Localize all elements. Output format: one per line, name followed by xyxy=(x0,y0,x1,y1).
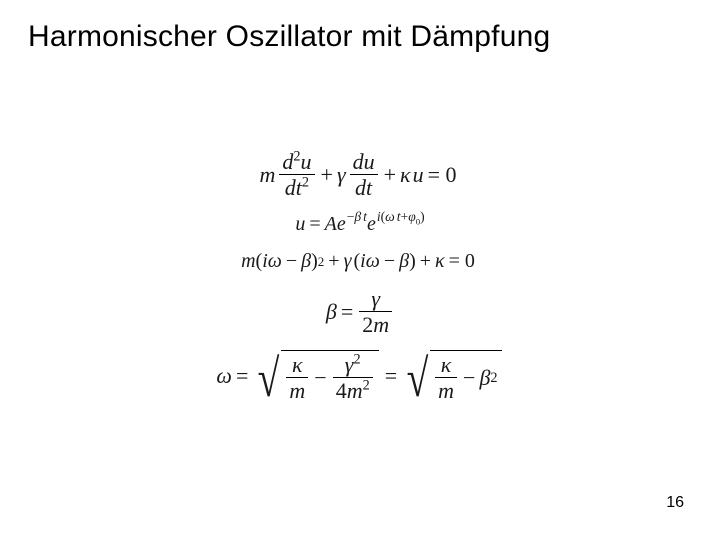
var-m: m xyxy=(435,379,457,402)
slide-title: Harmonischer Oszillator mit Dämpfung xyxy=(28,20,550,54)
exp-2: 2 xyxy=(302,175,309,191)
du-symbol: du xyxy=(350,150,378,173)
num-2: 2 xyxy=(362,312,373,337)
exp-2: 2 xyxy=(363,378,370,394)
radical-icon: √ xyxy=(258,356,280,404)
minus-icon: − xyxy=(384,250,395,273)
slide: Harmonischer Oszillator mit Dämpfung m d… xyxy=(0,0,720,540)
plus-icon: + xyxy=(321,162,333,188)
paren-close: ) xyxy=(409,250,416,273)
var-beta: β xyxy=(326,299,337,325)
equation-2: u = Ae−βtei(ωt+φ0) xyxy=(295,213,424,236)
equals-icon: = xyxy=(309,213,320,236)
minus-icon: − xyxy=(314,365,326,391)
equals-zero: = 0 xyxy=(449,250,475,273)
equals-icon: = xyxy=(236,363,248,389)
var-kappa: κ xyxy=(400,162,411,188)
var-m: m xyxy=(259,162,275,188)
fraction-d2u-dt2: d2u dt2 xyxy=(279,150,314,199)
var-gamma: γ xyxy=(344,250,352,273)
fraction-gamma-2m: γ 2m xyxy=(359,287,392,336)
num-4: 4 xyxy=(336,378,347,403)
dt-symbol: dt xyxy=(285,175,302,200)
var-m: m xyxy=(241,250,255,273)
minus-icon: − xyxy=(463,365,475,391)
paren-open: ( xyxy=(256,250,263,273)
plus-icon: + xyxy=(328,250,339,273)
var-u: u xyxy=(295,213,305,236)
var-gamma: γ xyxy=(337,162,346,188)
paren-close: ) xyxy=(311,250,318,273)
fraction-gamma2-4m2: γ2 4m2 xyxy=(333,353,373,402)
var-kappa: κ xyxy=(289,353,306,376)
exp-neg-beta-t: −βt xyxy=(347,209,367,225)
sqrt-1: √ κ m − γ2 4m2 xyxy=(254,350,378,402)
var-kappa: κ xyxy=(438,353,455,376)
equation-3: m(iω−β)2 + γ(iω−β) + κ = 0 xyxy=(241,250,479,273)
plus-icon: + xyxy=(384,162,396,188)
var-A: A xyxy=(325,213,337,236)
var-gamma: γ xyxy=(368,287,383,310)
var-beta: β xyxy=(399,250,409,273)
exp-i-omega-t-phi0: i(ωt+φ0) xyxy=(377,209,425,225)
e-symbol: e xyxy=(367,213,376,236)
paren-open: ( xyxy=(353,250,360,273)
var-m: m xyxy=(373,312,389,337)
plus-icon: + xyxy=(420,250,431,273)
var-omega: ω xyxy=(268,250,282,273)
var-u: u xyxy=(301,149,312,174)
e-symbol: e xyxy=(337,213,346,236)
var-omega: ω xyxy=(366,250,380,273)
equation-1: m d2u dt2 + γ du dt + κu = 0 xyxy=(259,150,460,199)
page-number: 16 xyxy=(666,494,684,512)
minus-icon: − xyxy=(286,250,297,273)
fraction-kappa-m: κ m xyxy=(435,353,457,402)
radical-icon: √ xyxy=(407,356,429,404)
equation-4: β = γ 2m xyxy=(326,287,394,336)
exp-2: 2 xyxy=(353,352,360,368)
exp-2: 2 xyxy=(293,149,300,165)
d-symbol: d xyxy=(282,149,293,174)
var-beta: β xyxy=(301,250,311,273)
equals-icon: = xyxy=(385,363,397,389)
sqrt-2: √ κ m − β2 xyxy=(403,350,501,402)
fraction-kappa-m: κ m xyxy=(286,353,308,402)
equation-5: ω = √ κ m − γ2 4m2 = xyxy=(216,350,503,402)
var-m: m xyxy=(286,379,308,402)
var-beta: β xyxy=(479,365,490,391)
equals-icon: = xyxy=(341,299,353,325)
var-m: m xyxy=(347,378,363,403)
var-kappa: κ xyxy=(435,250,445,273)
equations-block: m d2u dt2 + γ du dt + κu = 0 xyxy=(0,150,720,403)
var-omega: ω xyxy=(216,363,232,389)
dt-symbol: dt xyxy=(352,176,375,199)
var-u: u xyxy=(413,162,424,188)
equals-zero: = 0 xyxy=(428,162,457,188)
fraction-du-dt: du dt xyxy=(350,150,378,199)
